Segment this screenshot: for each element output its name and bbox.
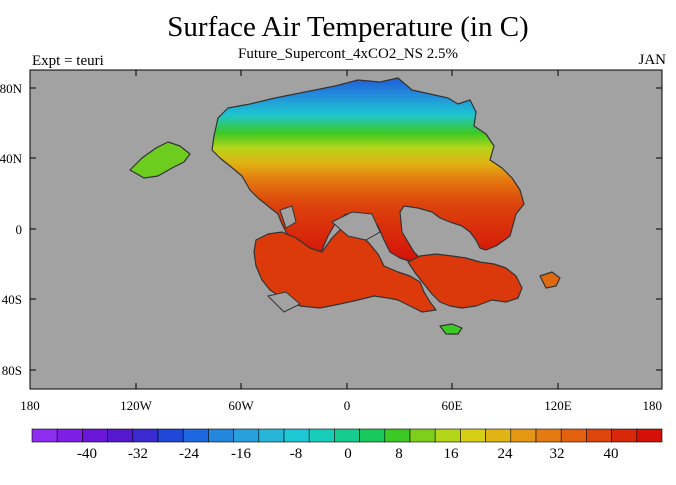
inlet-west bbox=[279, 205, 297, 229]
longitude-axis: 180 120W 60W 0 60E 120E 180 bbox=[20, 70, 662, 413]
month-label: JAN bbox=[638, 52, 666, 68]
southern-island bbox=[439, 323, 463, 335]
western-peninsula bbox=[129, 141, 191, 179]
map-subtitle: Future_Supercont_4xCO2_NS 2.5% bbox=[238, 46, 458, 62]
lon-tick-180w: 180 bbox=[20, 398, 40, 413]
colorbar-swatch bbox=[132, 428, 159, 443]
colorbar-label: -24 bbox=[179, 446, 199, 462]
colorbar-swatch bbox=[208, 428, 234, 443]
east-coast-island bbox=[539, 271, 561, 289]
colorbar-swatch bbox=[334, 428, 360, 443]
colorbar-swatch bbox=[283, 428, 310, 443]
landmass-southeast bbox=[407, 253, 523, 309]
lon-tick-60e: 60E bbox=[442, 398, 463, 413]
colorbar-labels: -40 -32 -24 -16 -8 0 8 16 24 32 40 bbox=[77, 446, 619, 462]
colorbar-swatch bbox=[611, 428, 638, 443]
colorbar-swatch bbox=[359, 428, 386, 443]
lon-tick-120w: 120W bbox=[120, 398, 153, 413]
colorbar-swatch bbox=[535, 428, 562, 443]
lat-tick-40s: 40S bbox=[2, 292, 22, 307]
lat-tick-40n: 40N bbox=[0, 151, 23, 166]
colorbar-swatch bbox=[409, 428, 436, 443]
colorbar-swatch bbox=[636, 428, 663, 443]
colorbar-swatch bbox=[308, 428, 335, 443]
lat-tick-0: 0 bbox=[16, 222, 23, 237]
lat-tick-80n: 80N bbox=[0, 81, 23, 96]
lon-tick-180e: 180 bbox=[643, 398, 663, 413]
colorbar-label: -16 bbox=[231, 446, 251, 462]
colorbar-label: 40 bbox=[604, 446, 619, 462]
colorbar-label: -40 bbox=[77, 446, 97, 462]
colorbar-swatch bbox=[31, 428, 58, 443]
map-title: Surface Air Temperature (in C) bbox=[167, 11, 529, 43]
colorbar-swatch bbox=[258, 428, 285, 443]
inlet-southwest bbox=[267, 291, 301, 313]
colorbar-label: 32 bbox=[550, 446, 565, 462]
colorbar-swatch bbox=[56, 428, 83, 443]
colorbar-label: 8 bbox=[395, 446, 403, 462]
colorbar-swatch bbox=[233, 428, 260, 443]
colorbar-label: 0 bbox=[344, 446, 352, 462]
colorbar-swatch bbox=[434, 428, 461, 443]
lon-tick-60w: 60W bbox=[228, 398, 254, 413]
lon-tick-0: 0 bbox=[344, 398, 351, 413]
colorbar-label: -8 bbox=[290, 446, 303, 462]
colorbar-label: 16 bbox=[444, 446, 460, 462]
colorbar-label: -32 bbox=[128, 446, 148, 462]
interior-inlets bbox=[267, 205, 381, 313]
colorbar-swatch bbox=[182, 428, 209, 443]
lon-tick-120e: 120E bbox=[544, 398, 572, 413]
experiment-label: Expt = teuri bbox=[32, 53, 104, 69]
colorbar-swatch bbox=[485, 428, 512, 443]
inlet-central bbox=[331, 211, 381, 241]
colorbar-swatch bbox=[586, 428, 612, 443]
colorbar bbox=[31, 428, 663, 443]
latitude-axis: 80N 40N 0 40S 80S bbox=[0, 81, 662, 378]
colorbar-swatch bbox=[157, 428, 184, 443]
colorbar-swatch bbox=[107, 428, 134, 443]
colorbar-label: 24 bbox=[498, 446, 514, 462]
lat-tick-80s: 80S bbox=[2, 363, 22, 378]
colorbar-swatch bbox=[82, 428, 108, 443]
colorbar-swatch bbox=[460, 428, 486, 443]
colorbar-swatch bbox=[560, 428, 587, 443]
colorbar-swatch bbox=[384, 428, 411, 443]
colorbar-swatch bbox=[510, 428, 537, 443]
